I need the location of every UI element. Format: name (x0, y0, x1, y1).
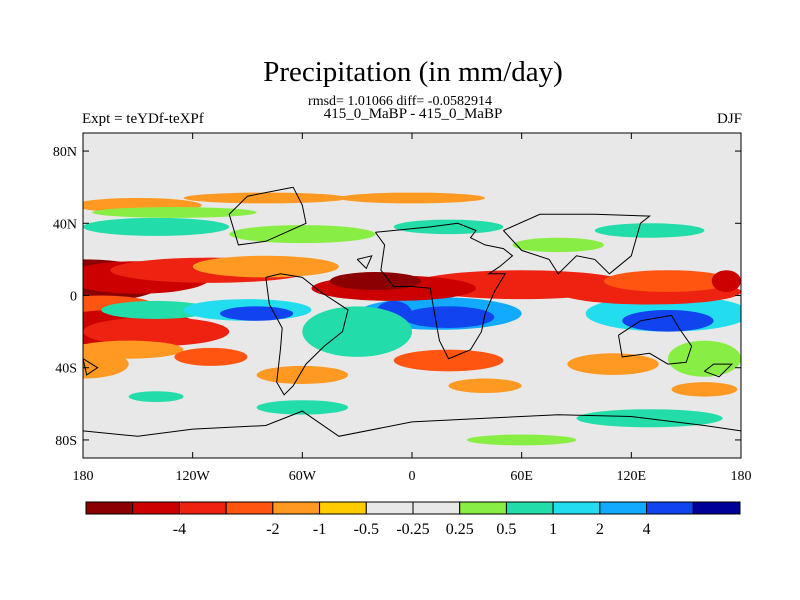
chart-title: Precipitation (in mm/day) (263, 56, 563, 88)
field-region-8 (83, 349, 129, 379)
x-tick-label: 120E (617, 469, 647, 484)
y-axis: 80N 40N 0 40S 80S (53, 145, 741, 449)
colorbar-swatch-6 (365, 501, 414, 515)
precipitation-anomaly-field (83, 192, 741, 446)
stats-line: rmsd= 1.01066 diff= -0.0582914 (308, 94, 492, 109)
colorbar-label: 0.5 (496, 521, 516, 538)
x-tick-label: 60E (510, 469, 533, 484)
experiment-label: Expt = teYDf-teXPf (82, 111, 204, 127)
colorbar-swatch-11 (599, 501, 648, 515)
field-region-24 (302, 306, 412, 357)
x-axis: 180 120W 60W 0 60E 120E 180 (73, 133, 752, 484)
colorbar-swatch-0 (85, 501, 134, 515)
field-region-41 (594, 223, 705, 238)
field-region-42 (512, 237, 604, 253)
colorbar-swatch-1 (132, 501, 180, 515)
season-label: DJF (716, 111, 742, 127)
field-region-12 (183, 192, 349, 204)
y-tick-label: 80N (53, 145, 77, 160)
colorbar-swatch-9 (505, 501, 554, 515)
colorbar-swatch-7 (412, 501, 461, 515)
field-region-13 (338, 192, 486, 204)
colorbar-swatch-2 (178, 501, 227, 515)
field-region-14 (83, 217, 230, 236)
colorbar-label: -1 (313, 521, 326, 538)
colorbar-label: 2 (596, 521, 604, 538)
colorbar-swatch-12 (646, 501, 694, 515)
colorbar-label: 0.25 (446, 521, 474, 538)
colorbar-label: -0.5 (354, 521, 379, 538)
field-region-17 (92, 207, 257, 218)
colorbar-swatch-5 (319, 501, 367, 515)
colorbar-label: -2 (266, 521, 279, 538)
colorbar-swatch-4 (272, 501, 321, 515)
colorbar-swatch-10 (552, 501, 601, 515)
field-region-37 (671, 382, 738, 397)
field-region-40 (466, 434, 577, 446)
coastlines (83, 186, 741, 437)
field-region-10 (256, 365, 349, 384)
field-region-27 (667, 340, 741, 377)
coastline-5 (83, 410, 741, 437)
x-tick-label: 60W (289, 469, 317, 484)
colorbar: -4 -2 -1 -0.5 -0.25 0.25 0.5 1 2 4 (85, 501, 741, 538)
y-tick-label: 0 (70, 290, 77, 305)
field-region-36 (567, 353, 659, 375)
field-region-6 (83, 317, 230, 347)
field-region-22 (402, 306, 495, 328)
x-tick-label: 180 (73, 469, 94, 484)
field-region-31 (711, 270, 741, 292)
field-region-20 (220, 306, 294, 321)
field-region-15 (229, 225, 376, 244)
x-tick-label: 120W (176, 469, 211, 484)
coastline-3 (228, 186, 307, 246)
field-region-9 (174, 347, 248, 366)
field-region-39 (256, 400, 349, 415)
coastline-7 (704, 363, 734, 378)
coastline-6 (83, 358, 99, 376)
coastline-4 (503, 213, 651, 275)
coastline-8 (356, 255, 373, 270)
field-region-43 (128, 391, 184, 403)
field-region-34 (393, 349, 504, 372)
colorbar-label: -4 (173, 521, 186, 538)
colorbar-label: -0.25 (396, 521, 429, 538)
field-region-26 (622, 309, 714, 332)
colorbar-swatch-3 (225, 501, 274, 515)
colorbar-swatch-13 (692, 501, 741, 515)
colorbar-label: 1 (549, 521, 557, 538)
x-tick-label: 180 (731, 469, 752, 484)
colorbar-label: 4 (643, 521, 651, 538)
field-region-33 (329, 272, 422, 291)
field-region-3 (192, 255, 339, 278)
field-region-35 (448, 378, 522, 393)
y-tick-label: 80S (55, 434, 77, 449)
coastline-2 (618, 314, 693, 365)
coastline-0 (374, 222, 514, 360)
y-tick-label: 40N (53, 217, 77, 232)
chart-subtitle: 415_0_MaBP - 415_0_MaBP (323, 106, 503, 122)
y-tick-label: 40S (55, 362, 77, 377)
field-region-18 (101, 300, 211, 319)
x-tick-label: 0 (409, 469, 416, 484)
colorbar-swatch-8 (459, 501, 507, 515)
field-region-16 (393, 219, 504, 235)
field-region-30 (603, 270, 732, 292)
coastline-1 (265, 273, 349, 396)
